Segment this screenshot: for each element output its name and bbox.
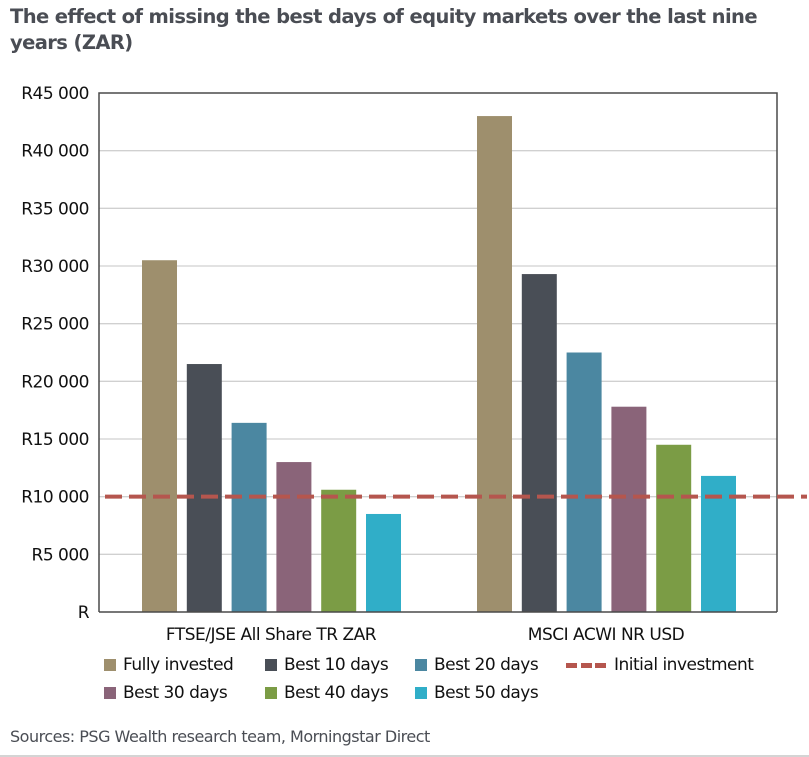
legend-item-fully-invested: Fully invested <box>104 652 234 678</box>
legend-label: Best 30 days <box>123 683 228 703</box>
y-tick-label: R5 000 <box>32 545 89 565</box>
y-tick-label: R10 000 <box>21 488 89 508</box>
legend-swatch-best-10-days <box>265 659 277 671</box>
y-tick-label: R45 000 <box>21 84 89 104</box>
bar-best-40-days-ftse <box>321 489 357 612</box>
dashed-line-icon <box>566 662 606 668</box>
bar-chart: R R5 000 R10 000 R15 000 R20 000 R25 000 R30 0… <box>21 84 807 645</box>
bar-best-10-days-ftse <box>186 364 222 612</box>
x-category-label: MSCI ACWI NR USD <box>528 625 685 645</box>
source-note: Sources: PSG Wealth research team, Morni… <box>10 727 430 746</box>
bar-best-40-days-msci <box>656 444 692 612</box>
y-tick-label: R40 000 <box>21 142 89 162</box>
bar-best-30-days-ftse <box>276 462 312 612</box>
legend-label: Best 10 days <box>284 655 389 675</box>
y-tick-label: R <box>78 603 90 623</box>
legend-item-best-40-days: Best 40 days <box>265 680 389 706</box>
bar-best-50-days-ftse <box>366 513 401 612</box>
bar-best-30-days-msci <box>611 406 647 612</box>
legend-swatch-best-30-days <box>104 687 116 699</box>
legend-label: Best 40 days <box>284 683 389 703</box>
legend-item-best-10-days: Best 10 days <box>265 652 389 678</box>
bar-best-10-days-msci <box>521 274 557 612</box>
legend-item-initial-investment: Initial investment <box>566 652 754 678</box>
legend-swatch-best-40-days <box>265 687 277 699</box>
bar-best-20-days-msci <box>566 352 602 612</box>
legend-label: Best 20 days <box>434 655 539 675</box>
x-category-label: FTSE/JSE All Share TR ZAR <box>166 625 377 645</box>
bar-fully-invested-ftse <box>142 260 177 612</box>
y-tick-label: R25 000 <box>21 315 89 335</box>
y-tick-label: R35 000 <box>21 199 89 219</box>
legend-swatch-best-50-days <box>415 687 427 699</box>
y-tick-label: R15 000 <box>21 430 89 450</box>
plot-frame <box>98 92 778 612</box>
legend-item-best-30-days: Best 30 days <box>104 680 228 706</box>
legend-label: Best 50 days <box>434 683 539 703</box>
bar-best-20-days-ftse <box>231 422 267 612</box>
legend-swatch-fully-invested <box>104 659 116 671</box>
legend-label: Fully invested <box>123 655 234 675</box>
y-tick-label: R30 000 <box>21 257 89 277</box>
y-tick-label: R20 000 <box>21 372 89 392</box>
bar-fully-invested-msci <box>477 116 512 613</box>
divider <box>0 755 809 757</box>
legend-swatch-best-20-days <box>415 659 427 671</box>
legend-item-best-20-days: Best 20 days <box>415 652 539 678</box>
legend-item-best-50-days: Best 50 days <box>415 680 539 706</box>
legend-label: Initial investment <box>614 655 754 675</box>
chart-title: The effect of missing the best days of e… <box>10 5 758 54</box>
